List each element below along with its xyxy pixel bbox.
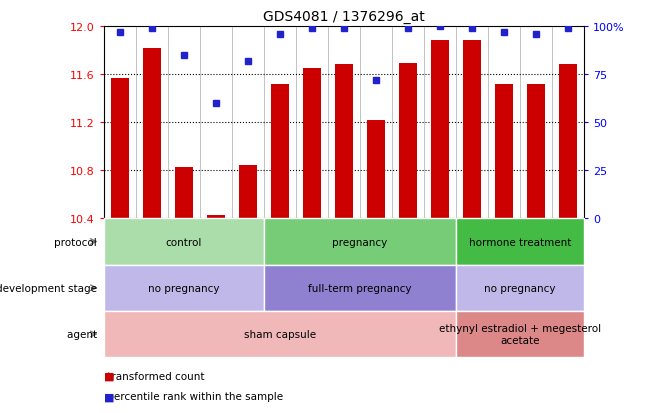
Text: agent: agent — [67, 329, 100, 339]
Bar — [271, 85, 289, 219]
Bar — [175, 167, 193, 219]
Bar — [207, 215, 224, 219]
Text: GSM796396: GSM796396 — [243, 222, 253, 273]
Text: GSM796392: GSM796392 — [115, 222, 125, 273]
Bar — [111, 78, 129, 219]
Text: GSM796403: GSM796403 — [468, 222, 476, 273]
Text: pregnancy: pregnancy — [332, 237, 388, 247]
Text: ■: ■ — [104, 392, 115, 401]
Bar — [264, 219, 456, 265]
Bar — [495, 85, 513, 219]
Text: GSM796398: GSM796398 — [308, 222, 316, 273]
Bar — [143, 48, 161, 219]
Text: GSM796393: GSM796393 — [147, 222, 156, 273]
Text: transformed count: transformed count — [104, 371, 204, 381]
Bar — [304, 69, 321, 219]
Text: GSM796402: GSM796402 — [436, 222, 445, 272]
Bar — [335, 65, 353, 219]
Bar — [239, 166, 257, 219]
Text: sham capsule: sham capsule — [244, 329, 316, 339]
Text: no pregnancy: no pregnancy — [484, 283, 556, 293]
Bar — [399, 64, 417, 219]
Text: GSM796399: GSM796399 — [340, 222, 348, 273]
Text: ethynyl estradiol + megesterol
acetate: ethynyl estradiol + megesterol acetate — [439, 323, 601, 345]
Bar — [559, 65, 577, 219]
Text: development stage: development stage — [0, 283, 100, 293]
Text: GSM796395: GSM796395 — [212, 222, 220, 273]
Bar — [456, 311, 584, 357]
Text: GSM796405: GSM796405 — [532, 222, 541, 272]
Text: GSM796400: GSM796400 — [372, 222, 381, 272]
Bar — [104, 311, 456, 357]
Text: hormone treatment: hormone treatment — [469, 237, 572, 247]
Bar — [264, 265, 456, 311]
Bar — [456, 265, 584, 311]
Text: no pregnancy: no pregnancy — [148, 283, 220, 293]
Text: full-term pregnancy: full-term pregnancy — [308, 283, 412, 293]
Bar — [104, 265, 264, 311]
Text: GSM796404: GSM796404 — [500, 222, 509, 272]
Text: control: control — [165, 237, 202, 247]
Text: ■: ■ — [104, 371, 115, 381]
Bar — [104, 219, 264, 265]
Text: percentile rank within the sample: percentile rank within the sample — [104, 392, 283, 401]
Text: GSM796397: GSM796397 — [275, 222, 285, 273]
Text: GSM796406: GSM796406 — [563, 222, 573, 273]
Text: protocol: protocol — [54, 237, 100, 247]
Bar — [527, 85, 545, 219]
Bar — [464, 41, 481, 219]
Bar — [456, 219, 584, 265]
Title: GDS4081 / 1376296_at: GDS4081 / 1376296_at — [263, 10, 425, 24]
Bar — [367, 121, 385, 219]
Text: GSM796394: GSM796394 — [180, 222, 188, 273]
Bar — [431, 41, 449, 219]
Text: GSM796401: GSM796401 — [403, 222, 413, 272]
